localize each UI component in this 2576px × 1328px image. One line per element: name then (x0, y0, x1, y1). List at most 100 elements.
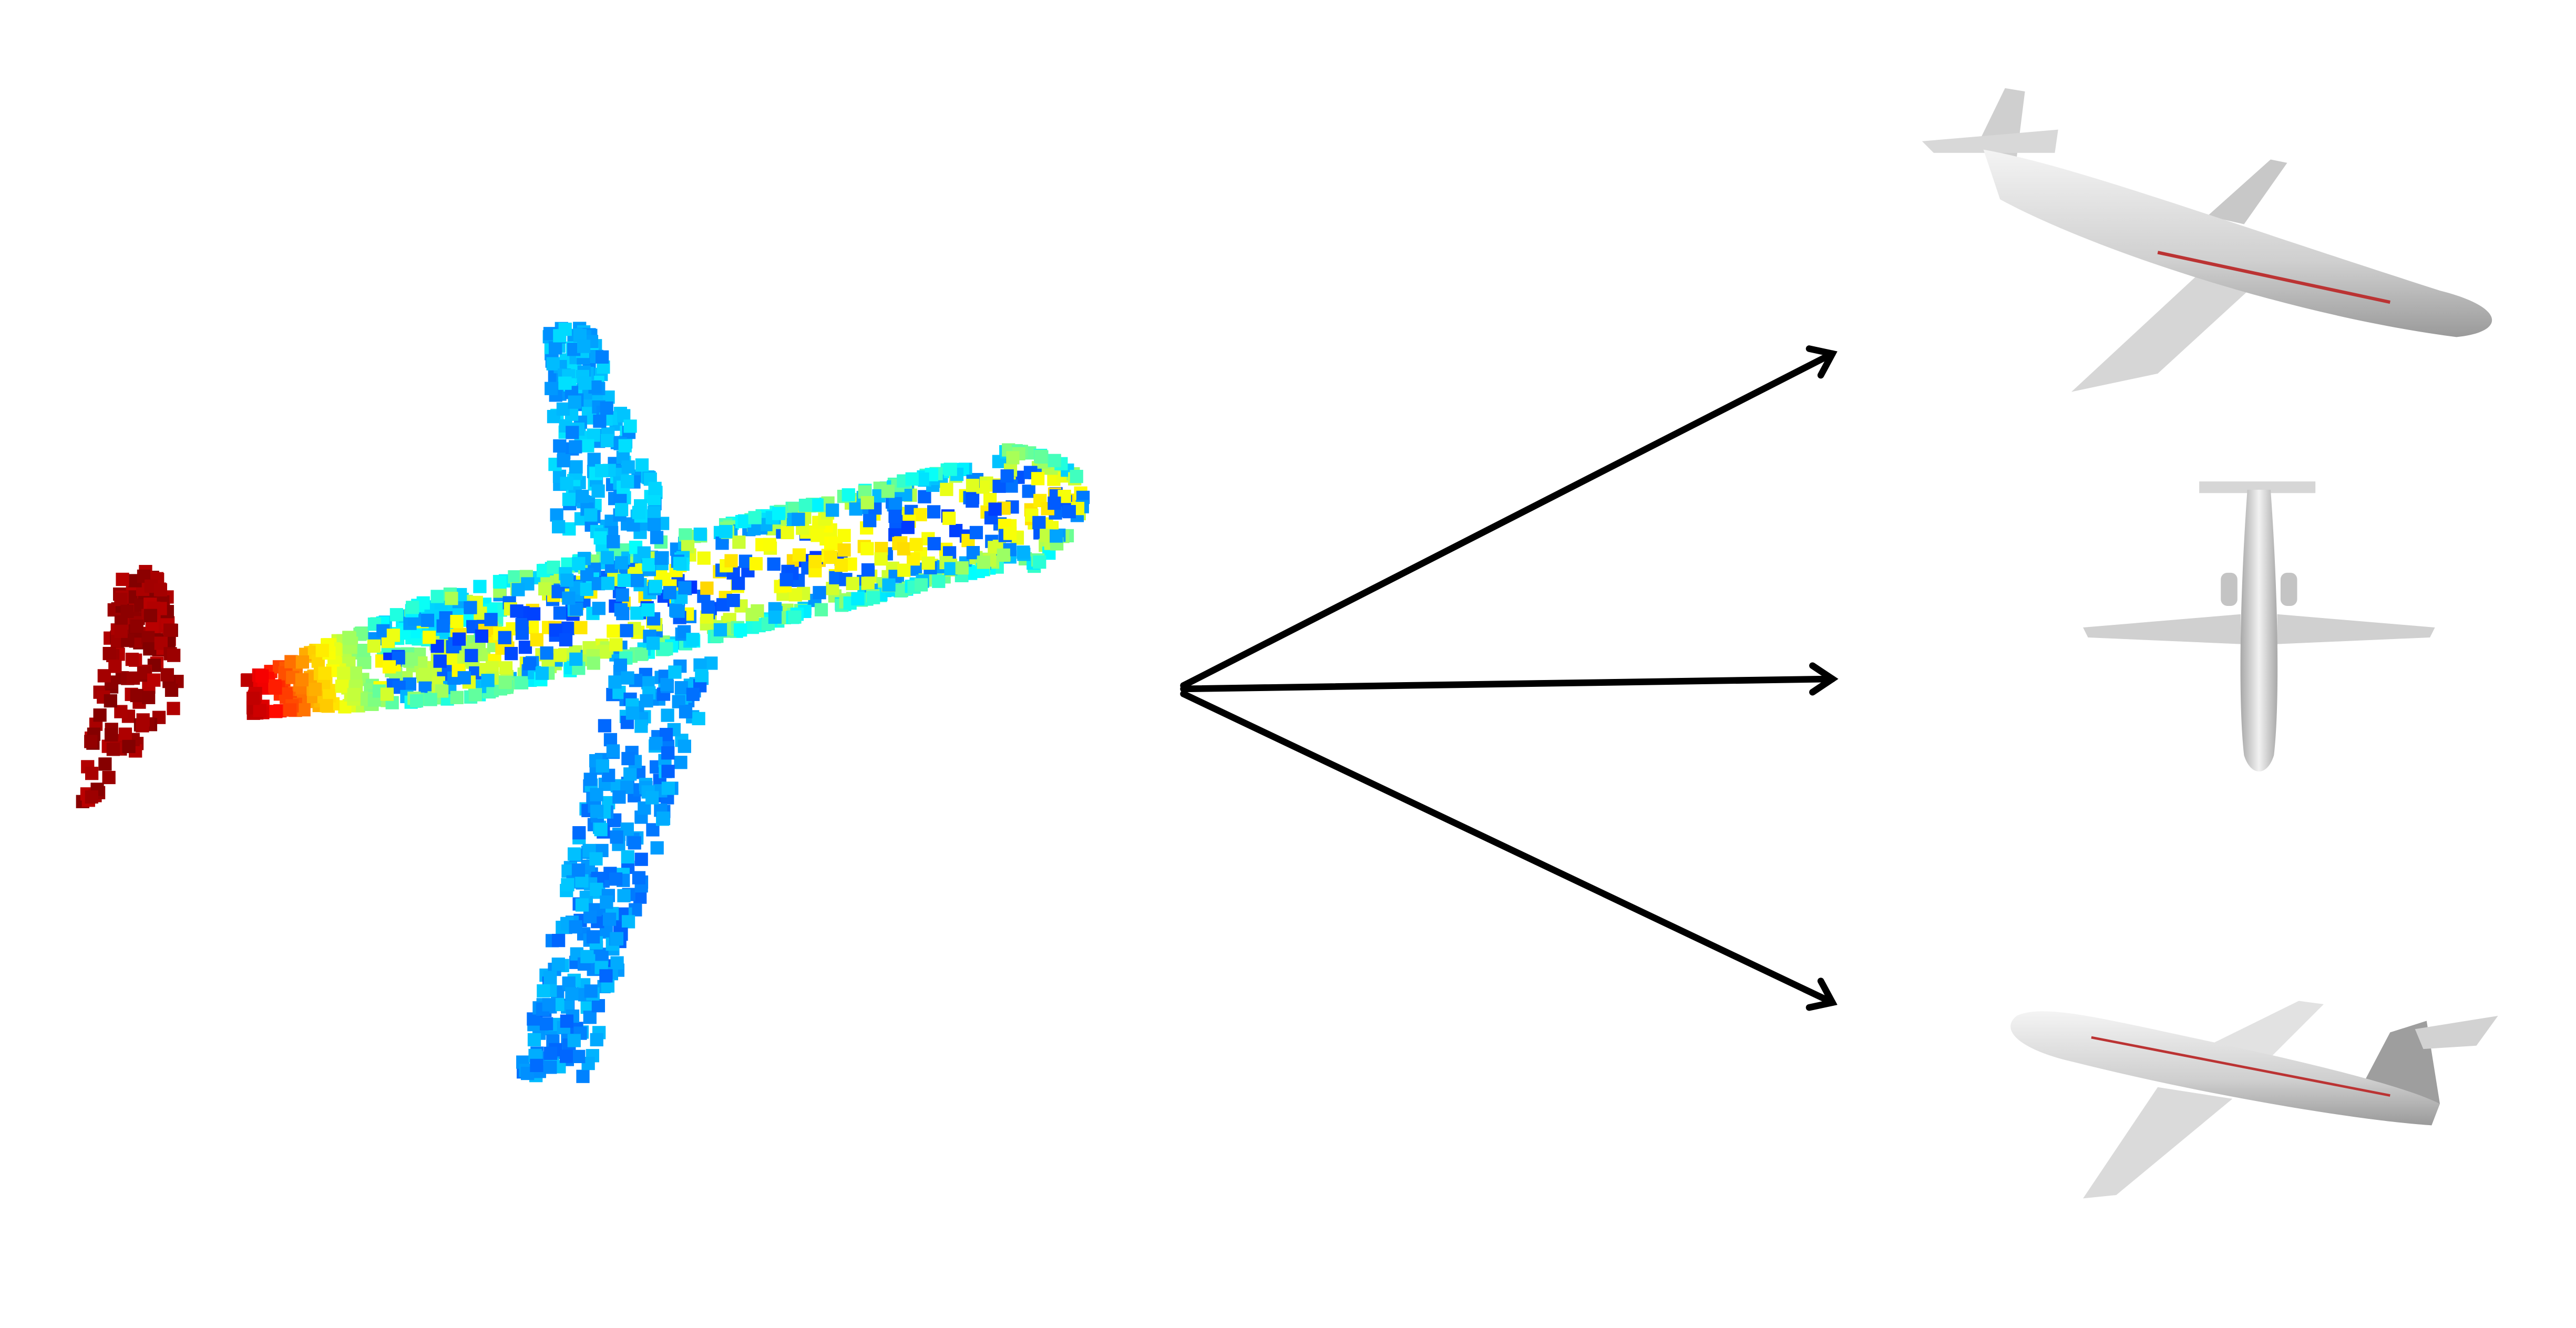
point (580, 950, 594, 963)
point (603, 733, 618, 747)
fuselage (2010, 1011, 2440, 1126)
point (147, 673, 161, 687)
point (792, 512, 805, 526)
point (539, 1017, 553, 1031)
point (515, 618, 529, 632)
point (126, 671, 140, 685)
point (567, 1034, 581, 1047)
point (734, 623, 747, 637)
point (590, 1033, 603, 1047)
point (567, 847, 581, 861)
point (523, 657, 537, 671)
point (700, 581, 714, 595)
point (977, 555, 990, 569)
point (575, 898, 589, 912)
point (590, 882, 603, 896)
point (268, 679, 282, 693)
point (591, 999, 605, 1013)
point (386, 629, 401, 642)
point (617, 573, 631, 587)
point (464, 601, 477, 614)
point (719, 524, 733, 539)
point (508, 570, 521, 584)
point (576, 1069, 590, 1083)
point (510, 604, 524, 618)
point (955, 561, 969, 575)
point (348, 666, 363, 680)
point (593, 531, 607, 545)
point (141, 631, 155, 644)
point (518, 640, 532, 654)
point (861, 577, 875, 590)
point (337, 666, 351, 680)
point (553, 606, 567, 620)
point (686, 633, 700, 646)
point (118, 727, 132, 741)
point (749, 557, 763, 571)
point (584, 508, 598, 522)
point (165, 683, 179, 697)
point (562, 591, 576, 605)
point (595, 464, 609, 478)
point (586, 930, 600, 944)
point (596, 350, 609, 364)
point (130, 688, 143, 703)
point (583, 1011, 597, 1024)
point (484, 613, 498, 626)
point (530, 1058, 543, 1073)
point (813, 586, 826, 600)
stabilizer (2415, 1015, 2498, 1049)
point (553, 329, 567, 343)
point (606, 744, 620, 758)
point (246, 692, 260, 705)
point (609, 638, 623, 652)
point (621, 850, 634, 864)
point (347, 687, 361, 702)
point (599, 969, 613, 983)
point (940, 482, 953, 496)
point (465, 648, 478, 663)
point (620, 624, 633, 637)
point (779, 573, 793, 586)
point (367, 639, 381, 653)
point (944, 562, 958, 575)
point (861, 563, 875, 577)
point (97, 669, 111, 683)
point (551, 958, 565, 971)
point (846, 577, 859, 590)
point (647, 506, 661, 519)
point (475, 629, 489, 643)
point (473, 580, 487, 593)
point (663, 586, 676, 600)
point (527, 1033, 541, 1047)
point (648, 481, 662, 496)
point (553, 648, 567, 662)
point (615, 588, 629, 602)
point (997, 548, 1010, 562)
wing (2083, 614, 2241, 644)
point (927, 505, 941, 519)
point (335, 680, 349, 693)
point (623, 767, 637, 781)
point (692, 712, 705, 726)
point (674, 756, 687, 769)
point (679, 705, 693, 719)
point (481, 674, 495, 687)
point (550, 508, 563, 522)
point (498, 631, 511, 644)
stabilizer (1922, 129, 2058, 153)
point (645, 791, 659, 805)
point (163, 623, 177, 637)
point (357, 655, 371, 669)
point (591, 484, 605, 498)
point (600, 434, 614, 448)
point (767, 557, 781, 571)
point (102, 770, 116, 785)
point (557, 454, 570, 468)
point (1050, 529, 1063, 543)
point (1062, 505, 1076, 519)
point (618, 439, 632, 452)
point (613, 658, 628, 672)
point (546, 357, 560, 370)
point (686, 687, 700, 701)
